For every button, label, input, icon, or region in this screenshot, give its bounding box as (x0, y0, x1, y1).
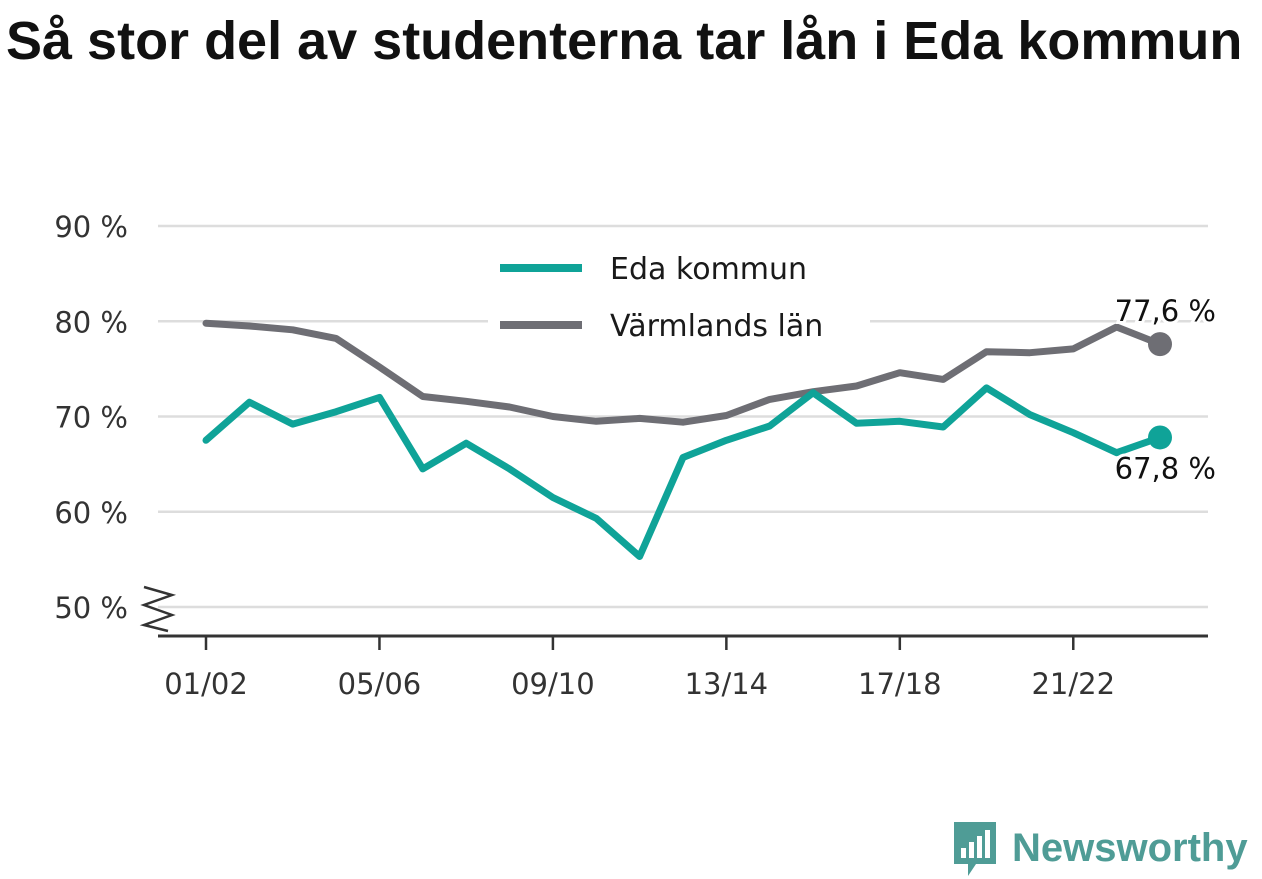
x-tick-label: 17/18 (858, 667, 942, 701)
end-label-eda: 67,8 % (1115, 451, 1216, 485)
newsworthy-logo: Newsworthy (950, 818, 1248, 878)
y-tick-label: 90 % (54, 210, 128, 244)
newsworthy-logo-text: Newsworthy (1012, 825, 1248, 870)
x-tick-label: 05/06 (338, 667, 422, 701)
y-axis-tick-labels: 90 % 80 % 70 % 60 % 50 % (54, 210, 128, 625)
chart-title: Så stor del av studenterna tar lån i Eda… (6, 11, 1243, 71)
legend-background (488, 236, 870, 354)
end-label-varmland: 77,6 % (1115, 294, 1216, 328)
legend-label: Eda kommun (610, 252, 807, 287)
x-tick-label: 09/10 (511, 667, 595, 701)
axis-break-icon (139, 585, 177, 633)
newsworthy-logo-icon (954, 822, 996, 876)
x-tick-label: 01/02 (164, 667, 248, 701)
legend: Eda kommun Värmlands län (488, 236, 870, 354)
x-tick-label: 13/14 (685, 667, 769, 701)
series-end-point (1148, 425, 1172, 450)
series-lines (202, 319, 1172, 560)
y-tick-label: 50 % (54, 591, 128, 625)
legend-label: Värmlands län (610, 309, 823, 344)
x-tick-label: 21/22 (1031, 667, 1115, 701)
end-labels: 77,6 % 67,8 % (1112, 291, 1219, 488)
y-tick-label: 70 % (54, 401, 128, 435)
y-tick-label: 80 % (54, 305, 128, 339)
series-line-eda (202, 384, 1164, 560)
series-end-point (1148, 332, 1172, 357)
y-tick-label: 60 % (54, 496, 128, 530)
x-axis: 01/02 05/06 09/10 13/14 17/18 21/22 (158, 634, 1208, 701)
